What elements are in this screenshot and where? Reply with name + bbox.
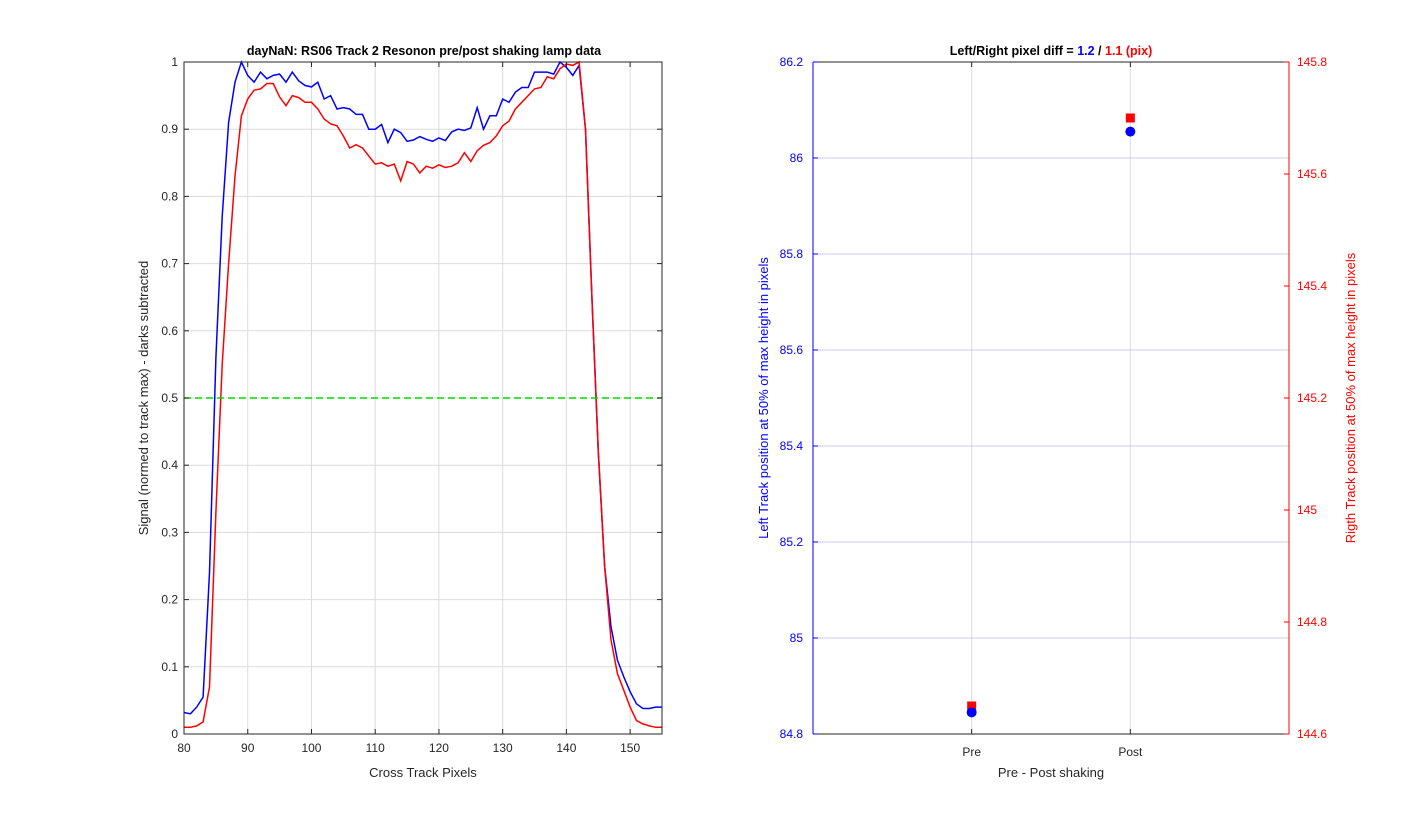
shift-left-tick-label-6: 86 xyxy=(790,151,804,165)
profile-x-tick-label-5: 130 xyxy=(493,741,513,755)
profile-y-tick-label-9: 0.9 xyxy=(161,122,178,136)
shift-points xyxy=(966,113,1136,718)
shift-right-tick-label-0: 144.6 xyxy=(1297,727,1327,741)
shift-right-axis-label: Rigth Track position at 50% of max heigh… xyxy=(1343,252,1358,543)
left-track-point-pre xyxy=(966,707,977,718)
right-track-point-pre xyxy=(967,701,977,711)
shift-x-tick-label-1: Post xyxy=(1118,745,1143,759)
profile-x-tick-label-3: 110 xyxy=(366,741,385,755)
shift-ticks: Pre Post 84.8 85 85.2 85.4 85.6 85.8 86 86.2 144.6… xyxy=(780,55,1328,759)
profile-y-tick-label-1: 0.1 xyxy=(161,660,178,674)
shift-chart-title: Left/Right pixel diff = 1.2 / 1.1 (pix) xyxy=(950,44,1153,58)
profile-y-tick-label-5: 0.5 xyxy=(161,391,178,405)
profile-x-tick-label-4: 120 xyxy=(429,741,449,755)
profile-x-tick-label-6: 140 xyxy=(556,741,576,755)
profile-y-axis-label: Signal (normed to track max) - darks sub… xyxy=(136,261,151,536)
profile-y-tick-label-4: 0.4 xyxy=(161,458,178,472)
shift-left-tick-label-0: 84.8 xyxy=(780,727,804,741)
shift-right-tick-label-5: 145.6 xyxy=(1297,167,1327,181)
profile-x-tick-label-7: 150 xyxy=(620,741,640,755)
title-part-2: / xyxy=(1095,44,1105,58)
shift-x-axis-label: Pre - Post shaking xyxy=(998,765,1104,780)
profile-y-tick-label-8: 0.8 xyxy=(161,189,178,203)
shift-left-tick-label-2: 85.2 xyxy=(780,535,804,549)
title-part-0: Left/Right pixel diff = xyxy=(950,44,1077,58)
shift-grid xyxy=(813,61,1289,735)
profile-chart: dayNaN: RS06 Track 2 Resonon pre/post sh… xyxy=(136,44,663,780)
shift-right-tick-label-1: 144.8 xyxy=(1297,615,1327,629)
profile-y-tick-label-7: 0.7 xyxy=(161,257,178,271)
shift-left-tick-label-3: 85.4 xyxy=(780,439,804,453)
left-track-point-post xyxy=(1125,126,1136,137)
title-part-1: 1.2 xyxy=(1077,44,1094,58)
shift-left-axis-label: Left Track position at 50% of max height… xyxy=(756,257,771,539)
profile-chart-title: dayNaN: RS06 Track 2 Resonon pre/post sh… xyxy=(247,44,602,58)
profile-y-tick-label-0: 0 xyxy=(171,727,178,741)
shift-right-tick-label-4: 145.4 xyxy=(1297,279,1327,293)
shift-chart: Left/Right pixel diff = 1.2 / 1.1 (pix) … xyxy=(756,44,1358,780)
title-part-3: 1.1 (pix) xyxy=(1105,44,1152,58)
profile-x-tick-label-0: 80 xyxy=(177,741,191,755)
profile-y-tick-label-2: 0.2 xyxy=(161,593,178,607)
profile-series xyxy=(183,59,662,729)
shift-right-tick-label-2: 145 xyxy=(1297,503,1317,517)
shift-left-tick-label-1: 85 xyxy=(790,631,804,645)
profile-series-line-1 xyxy=(184,60,662,729)
shift-axes xyxy=(812,61,1290,735)
shift-x-tick-label-0: Pre xyxy=(962,745,981,759)
shift-left-tick-label-4: 85.6 xyxy=(780,343,804,357)
right-track-point-post xyxy=(1125,113,1135,123)
shift-left-tick-label-7: 86.2 xyxy=(780,55,804,69)
shift-right-tick-label-3: 145.2 xyxy=(1297,391,1327,405)
profile-x-tick-label-2: 100 xyxy=(301,741,321,755)
profile-ticks: 80 90 100 110 120 130 140 150 0 0.1 0.2 0.3 0.4 0.5 0.… xyxy=(161,55,662,755)
profile-y-tick-label-6: 0.6 xyxy=(161,324,178,338)
profile-x-axis-label: Cross Track Pixels xyxy=(369,765,477,780)
profile-series-line-0 xyxy=(183,59,662,715)
shift-right-tick-label-6: 145.8 xyxy=(1297,55,1327,69)
shift-left-tick-label-5: 85.8 xyxy=(780,247,804,261)
profile-y-tick-label-10: 1 xyxy=(171,55,178,69)
profile-y-tick-label-3: 0.3 xyxy=(161,525,178,539)
profile-x-tick-label-1: 90 xyxy=(241,741,255,755)
